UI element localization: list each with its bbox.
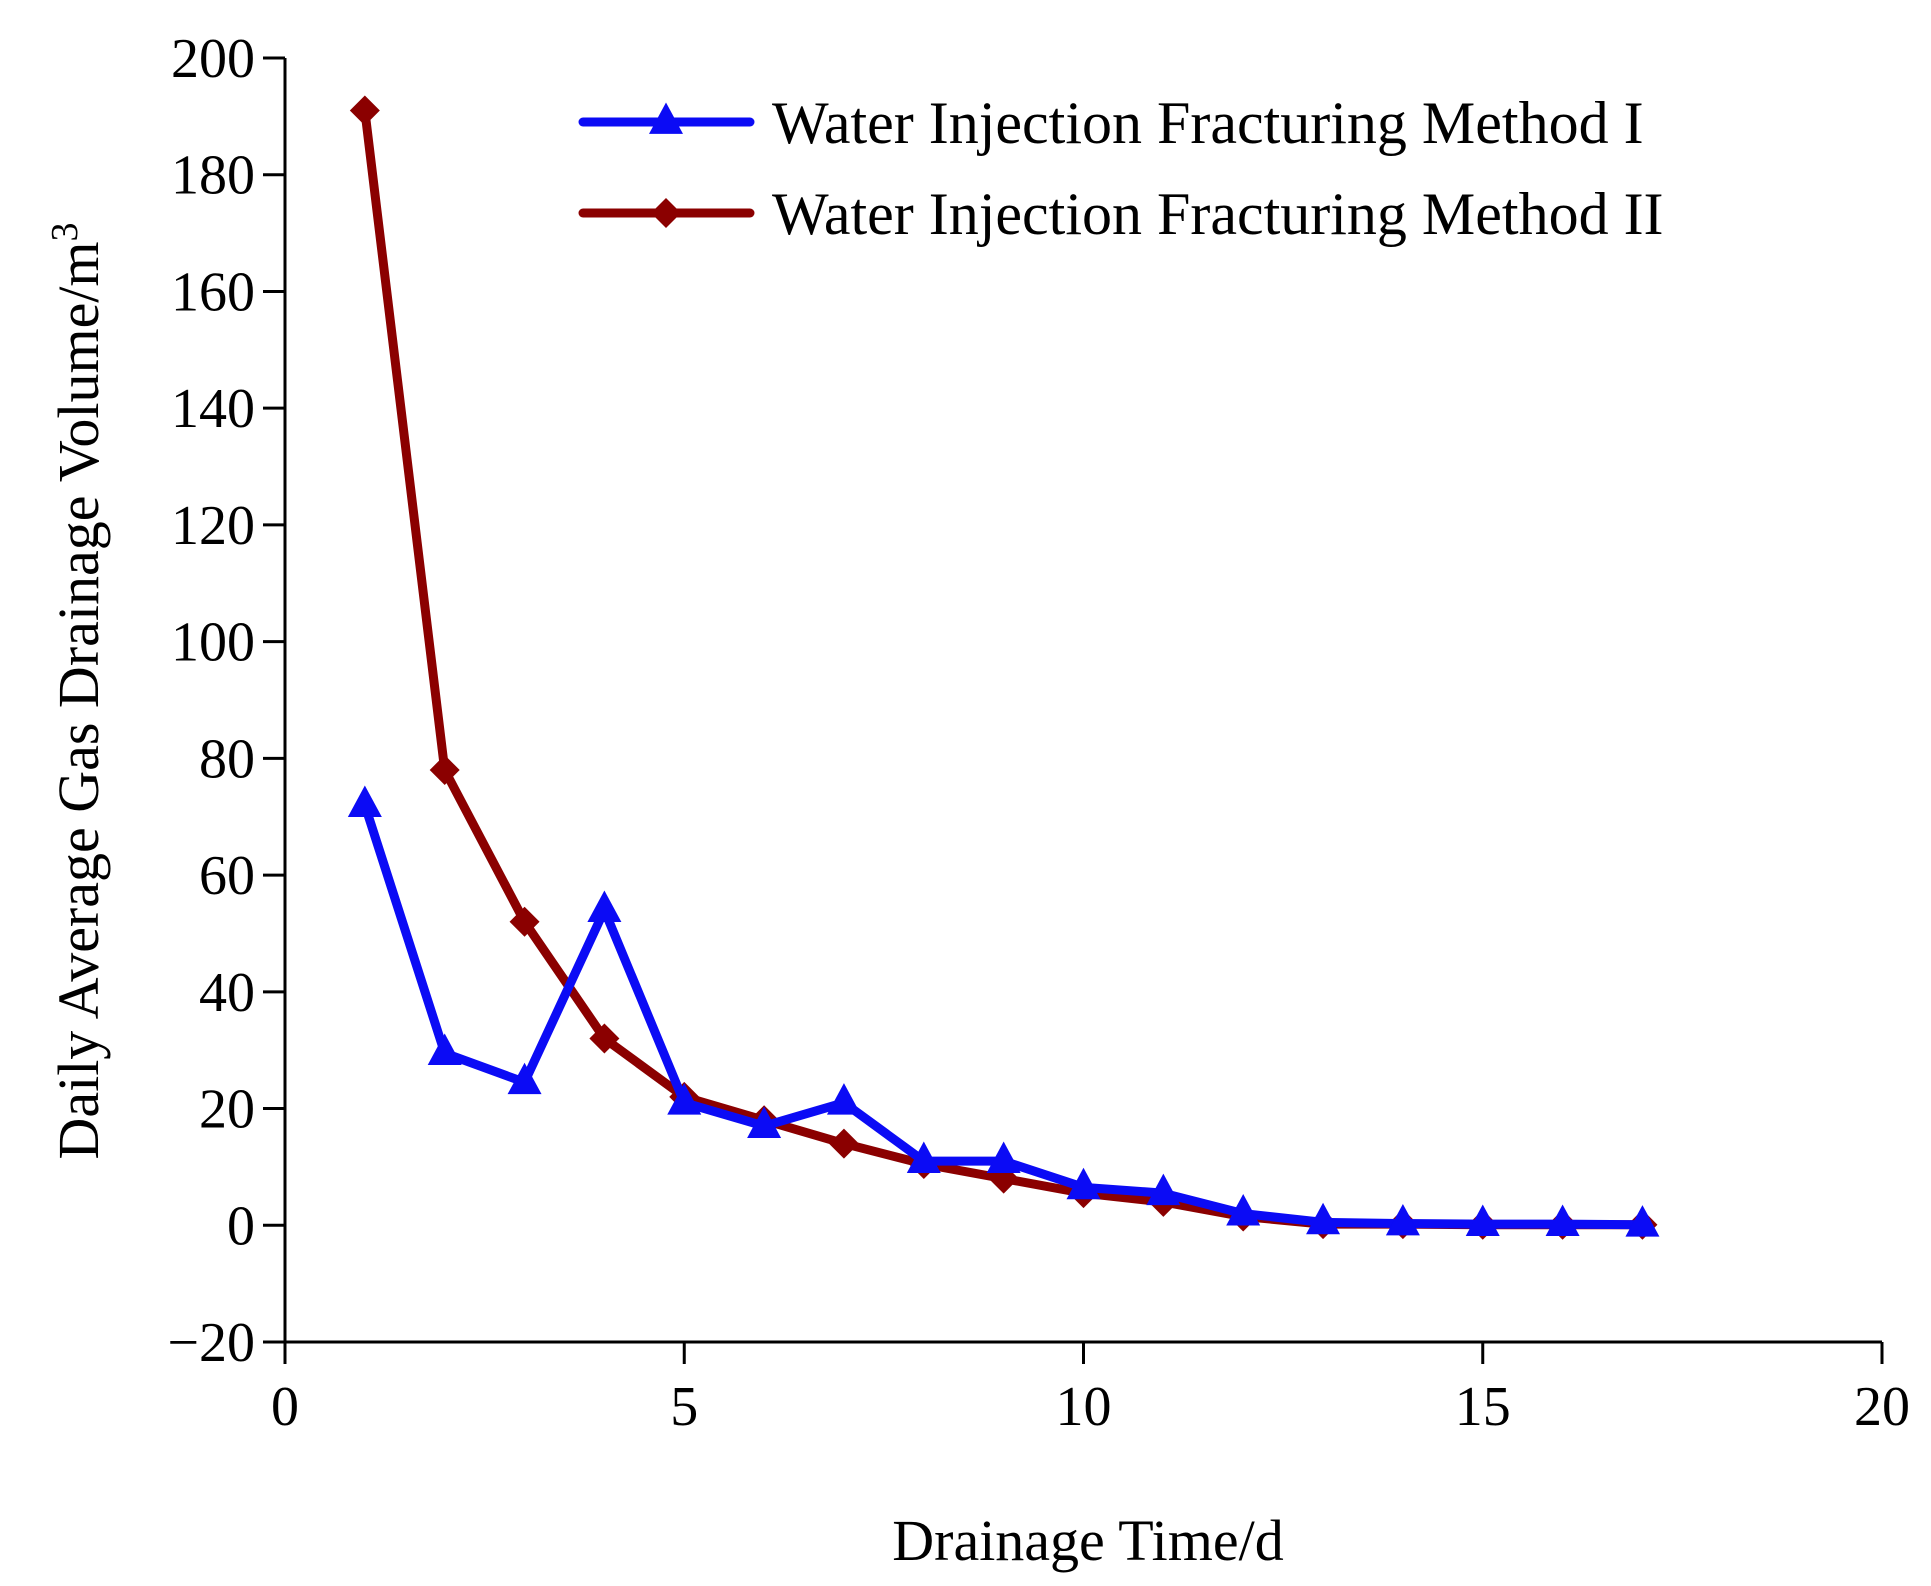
triangle-marker	[1146, 1173, 1181, 1206]
triangle-marker	[667, 1083, 702, 1115]
y-tick-label: 200	[171, 28, 255, 90]
y-tick-label: 160	[171, 261, 255, 323]
x-tick-label: 0	[271, 1376, 299, 1438]
axes: −20 0 20 40 60 80 100 120 140 160 180 200 0 5 10 15 20	[167, 28, 1910, 1438]
y-tick-label: 100	[171, 612, 255, 674]
x-tick-label: 5	[670, 1376, 698, 1438]
triangle-marker	[826, 1083, 861, 1115]
series-line	[360, 106, 1647, 1230]
diamond-marker	[429, 755, 460, 786]
y-tick-label: 80	[199, 728, 255, 790]
legend-label: Water Injection Fracturing Method II	[772, 181, 1664, 247]
y-axis-title: Daily Average Gas Drainage Volume/m3	[44, 222, 111, 1159]
y-tick-label: 180	[171, 145, 255, 207]
triangle-marker	[587, 890, 622, 923]
x-axis-title: Drainage Time/d	[892, 1508, 1283, 1573]
x-tick-label: 20	[1854, 1376, 1910, 1438]
diamond-marker	[509, 906, 540, 937]
legend: Water Injection Fracturing Method I Water…	[578, 90, 1664, 247]
triangle-marker	[1066, 1167, 1101, 1200]
y-tick-label: 40	[199, 962, 255, 1024]
series-1	[347, 785, 1660, 1237]
y-tick-label: 60	[199, 845, 255, 907]
triangle-marker	[649, 102, 683, 134]
legend-label: Water Injection Fracturing Method I	[772, 90, 1644, 156]
y-tick-label: 140	[171, 378, 255, 440]
y-axis-title-superscript: 3	[44, 222, 86, 241]
series-2	[349, 95, 1658, 1240]
diamond-marker	[651, 198, 681, 228]
legend-entry-1: Water Injection Fracturing Method I	[578, 90, 1644, 156]
y-tick-label: −20	[167, 1312, 255, 1374]
x-tick-label: 15	[1455, 1376, 1511, 1438]
triangle-marker	[1625, 1205, 1660, 1237]
series-layer	[347, 95, 1660, 1240]
diamond-marker	[589, 1023, 620, 1054]
y-tick-label: 0	[227, 1195, 255, 1257]
triangle-marker	[1226, 1194, 1261, 1226]
triangle-marker	[427, 1033, 462, 1065]
diamond-marker	[828, 1128, 859, 1159]
triangle-marker	[507, 1062, 542, 1095]
triangle-marker	[906, 1141, 941, 1173]
triangle-marker	[1465, 1204, 1500, 1237]
y-tick-label: 120	[171, 495, 255, 557]
y-axis-title-main: Daily Average Gas Drainage Volume/m	[46, 241, 111, 1159]
triangle-marker	[1306, 1202, 1341, 1235]
triangle-marker	[747, 1106, 782, 1138]
triangle-marker	[347, 785, 382, 817]
legend-entry-2: Water Injection Fracturing Method II	[578, 181, 1664, 247]
triangle-marker	[986, 1141, 1021, 1173]
diamond-marker	[349, 95, 380, 126]
triangle-marker	[1385, 1203, 1420, 1236]
x-tick-label: 10	[1056, 1376, 1112, 1438]
y-tick-label: 20	[199, 1079, 255, 1141]
triangle-marker	[1545, 1204, 1580, 1237]
